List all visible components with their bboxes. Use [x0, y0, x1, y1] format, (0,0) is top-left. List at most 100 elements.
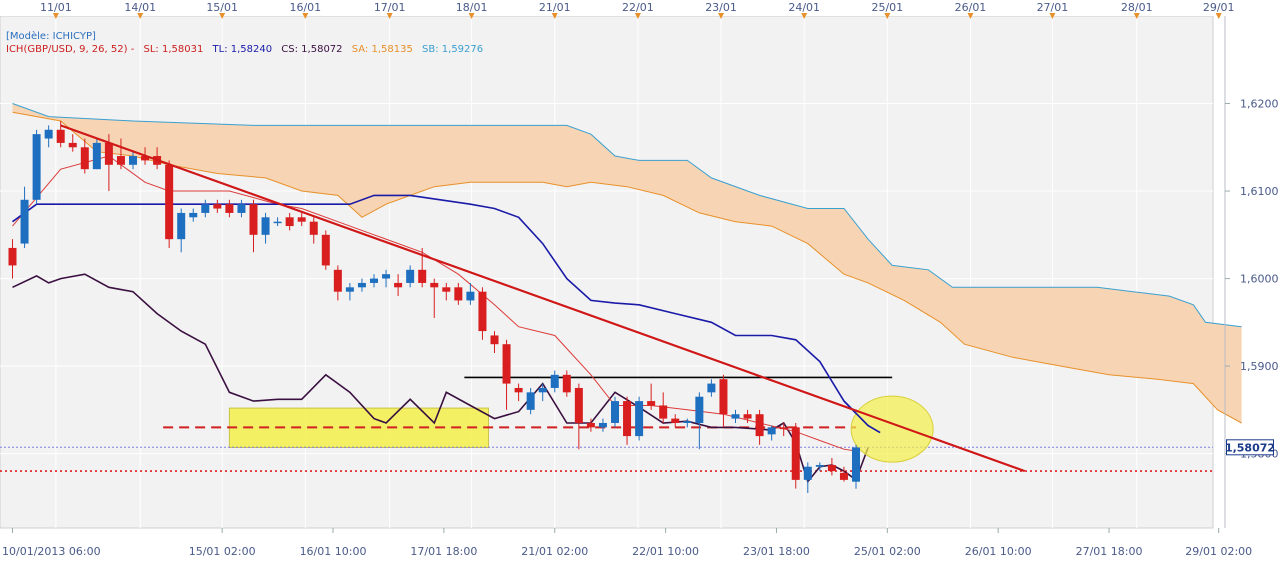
candle-bullish [526, 392, 535, 410]
candles [8, 121, 860, 493]
candle-bullish [731, 414, 740, 419]
cloud-fill [12, 103, 1242, 423]
top-date-label: 11/01 [40, 1, 72, 14]
indicator-legend-row: ICH(GBP/USD, 9, 26, 52) - SL: 1,58031 TL… [6, 43, 489, 56]
candle-bullish [345, 287, 354, 292]
candle-bearish [333, 269, 342, 292]
bottom-date-label: 15/01 02:00 [189, 545, 256, 558]
candle-bullish [92, 142, 101, 170]
candle-bullish [611, 401, 619, 423]
bottom-date-label: 25/01 02:00 [854, 545, 921, 558]
candle-bullish [852, 447, 860, 482]
candle-bearish [309, 221, 318, 235]
bottom-date-label: 23/01 18:00 [743, 545, 810, 558]
candle-bullish [20, 199, 29, 244]
candle-bearish [442, 287, 451, 292]
bottom-date-label: 17/01 18:00 [410, 545, 477, 558]
senkou-span-b-line [12, 103, 1242, 328]
overlay-drawings [60, 124, 1026, 489]
top-date-label: 15/01 [206, 1, 238, 14]
top-date-label: 29/01 [1203, 1, 1235, 14]
bottom-date-label: 22/01 10:00 [632, 545, 699, 558]
candle-bearish [755, 414, 764, 437]
candle-bullish [201, 204, 210, 213]
event-marker-icon [551, 13, 558, 19]
candle-bullish [466, 291, 475, 301]
top-date-label: 22/01 [622, 1, 654, 14]
candle-bearish [743, 414, 752, 419]
legend-tl: TL: 1,58240 [212, 44, 273, 55]
candle-bearish [430, 282, 439, 288]
legend-sb: SB: 1,59276 [422, 44, 484, 55]
price-tick-label: 1,6100 [1240, 185, 1279, 198]
top-date-label: 27/01 [1037, 1, 1069, 14]
candle-bearish [478, 291, 487, 332]
candle-bullish [815, 464, 824, 467]
event-marker-icon [219, 13, 226, 19]
event-marker-icon [1133, 13, 1140, 19]
top-date-label: 14/01 [124, 1, 156, 14]
top-date-label: 17/01 [374, 1, 406, 14]
event-marker-icon [718, 13, 725, 19]
candle-bullish [32, 134, 41, 200]
candle-bearish [165, 164, 174, 240]
candle-bullish [635, 401, 644, 437]
candle-bullish [129, 156, 137, 165]
candle-bearish [249, 204, 258, 235]
candle-bearish [297, 217, 306, 222]
legend-ich: ICH(GBP/USD, 9, 26, 52) - [6, 44, 135, 55]
kumo-cloud [12, 103, 1242, 424]
event-marker-icon [884, 13, 891, 19]
event-marker-icon [967, 13, 974, 19]
candle-bearish [225, 204, 234, 213]
legend-cs: CS: 1,58072 [281, 44, 343, 55]
candle-bearish [8, 247, 17, 266]
top-date-label: 18/01 [456, 1, 488, 14]
top-date-label: 24/01 [788, 1, 820, 14]
candle-bullish [370, 278, 378, 283]
candle-bullish [707, 383, 716, 393]
candle-bearish [394, 282, 403, 288]
event-marker-icon [634, 13, 641, 19]
event-marker-icon [1215, 13, 1222, 19]
candle-bullish [237, 204, 246, 213]
current-price-label: 1,58072 [1225, 441, 1275, 454]
bottom-date-label: 27/01 18:00 [1076, 545, 1143, 558]
kijun-sen-line [12, 194, 881, 434]
legend-sa: SA: 1,58135 [351, 44, 413, 55]
top-date-label: 16/01 [289, 1, 321, 14]
candle-bearish [623, 401, 632, 437]
candle-bearish [659, 405, 668, 419]
event-marker-icon [52, 13, 59, 19]
candle-bullish [683, 421, 692, 423]
price-tick-label: 1,6200 [1240, 98, 1279, 111]
bottom-date-label: 16/01 10:00 [300, 545, 367, 558]
top-date-label: 25/01 [871, 1, 903, 14]
top-date-label: 21/01 [539, 1, 571, 14]
event-marker-icon [302, 13, 309, 19]
candle-bearish [827, 464, 836, 472]
top-date-label: 28/01 [1121, 1, 1153, 14]
candle-bullish [189, 212, 198, 218]
current-price-badge-inner [1227, 440, 1273, 455]
legend-sl: SL: 1,58031 [143, 44, 204, 55]
plot-area [0, 15, 1214, 529]
candle-bearish [213, 204, 222, 209]
candle-bearish [671, 418, 680, 423]
candle-bullish [273, 221, 282, 224]
candle-bearish [56, 129, 65, 143]
event-marker-icon [468, 13, 475, 19]
event-marker-icon [386, 13, 393, 19]
candle-bearish [68, 142, 77, 148]
candle-bullish [261, 217, 270, 235]
candle-bearish [454, 287, 463, 301]
candle-bearish [647, 401, 656, 406]
candle-bullish [177, 212, 186, 240]
candle-bullish [382, 274, 391, 279]
event-marker-icon [801, 13, 808, 19]
top-axis-band [0, 0, 1280, 16]
candle-bullish [695, 396, 704, 423]
candle-bearish [514, 387, 523, 393]
bottom-date-label: 26/01 10:00 [965, 545, 1032, 558]
